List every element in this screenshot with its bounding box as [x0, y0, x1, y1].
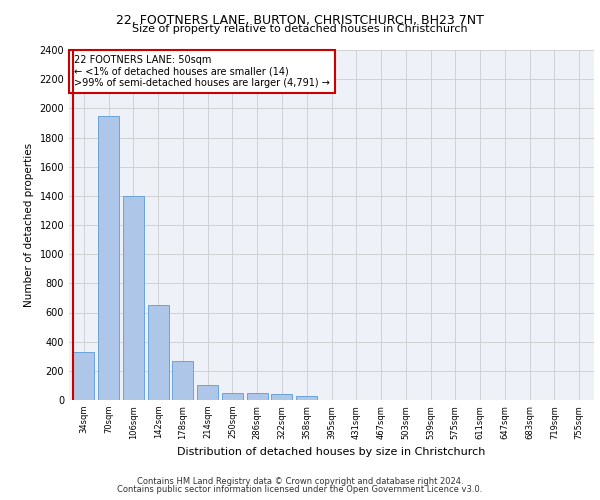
Bar: [98, 116, 119, 400]
Bar: [222, 392, 243, 400]
Bar: [271, 394, 292, 400]
Y-axis label: Number of detached properties: Number of detached properties: [24, 143, 34, 307]
Text: Size of property relative to detached houses in Christchurch: Size of property relative to detached ho…: [132, 24, 468, 34]
Bar: [123, 196, 144, 400]
Text: Contains public sector information licensed under the Open Government Licence v3: Contains public sector information licen…: [118, 485, 482, 494]
X-axis label: Distribution of detached houses by size in Christchurch: Distribution of detached houses by size …: [178, 447, 485, 457]
Text: 22 FOOTNERS LANE: 50sqm
← <1% of detached houses are smaller (14)
>99% of semi-d: 22 FOOTNERS LANE: 50sqm ← <1% of detache…: [74, 56, 330, 88]
Bar: [148, 305, 169, 400]
Text: 22, FOOTNERS LANE, BURTON, CHRISTCHURCH, BH23 7NT: 22, FOOTNERS LANE, BURTON, CHRISTCHURCH,…: [116, 14, 484, 27]
Text: Contains HM Land Registry data © Crown copyright and database right 2024.: Contains HM Land Registry data © Crown c…: [137, 478, 463, 486]
Bar: [73, 352, 94, 400]
Bar: [296, 396, 317, 400]
Bar: [247, 394, 268, 400]
Bar: [172, 360, 193, 400]
Bar: [197, 384, 218, 400]
